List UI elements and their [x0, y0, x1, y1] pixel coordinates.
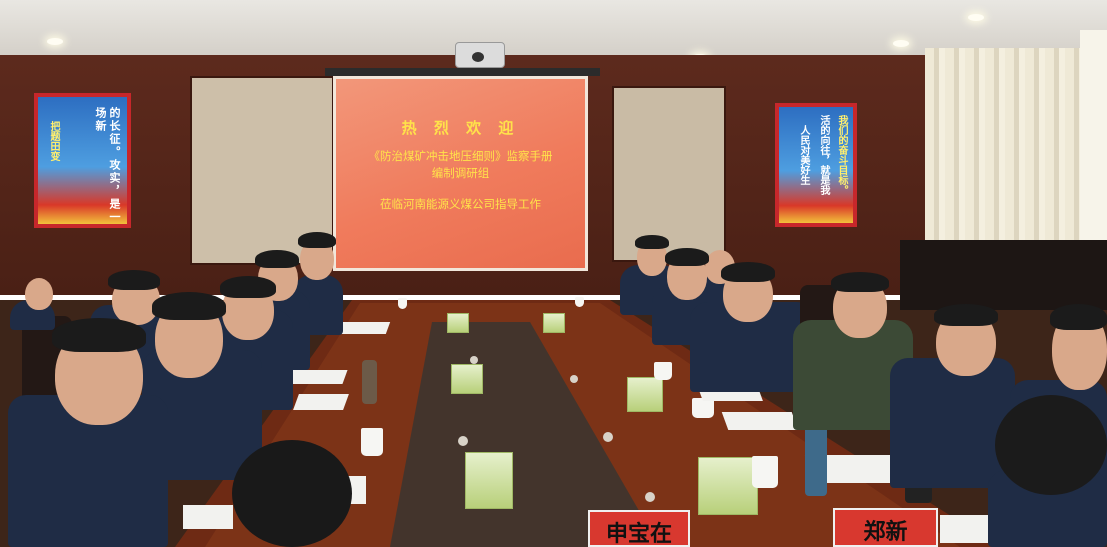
- screen-title-text: 《防治煤矿冲击地压细则》监察手册: [368, 149, 553, 163]
- nameplate: 申宝在: [588, 510, 690, 547]
- person-hair: [1050, 304, 1107, 330]
- tissue-box: [447, 313, 469, 333]
- poster-text: 把题田变: [48, 121, 59, 161]
- screen-visit-text: 莅临河南能源义煤公司指导工作: [380, 197, 541, 211]
- document: [721, 412, 799, 430]
- teacup: [752, 456, 778, 488]
- teacup: [361, 428, 383, 456]
- person-head: [25, 278, 53, 310]
- projection-screen: 热 烈 欢 迎 《防治煤矿冲击地压细则》监察手册 编制调研组 莅临河南能源义煤公…: [333, 76, 588, 271]
- foreground-person-head: [995, 395, 1107, 495]
- thermos-bottle: [362, 360, 377, 404]
- poster-text: 活的向往，就是我: [818, 115, 829, 195]
- teacup: [398, 298, 407, 309]
- person-suit: [890, 358, 1015, 488]
- person-hair: [721, 262, 775, 282]
- poster-text: 人民对美好生: [798, 125, 809, 185]
- foreground-person-head: [232, 440, 352, 547]
- projector-lens: [472, 52, 484, 62]
- tissue-box: [465, 452, 513, 509]
- wall-panel: [612, 86, 726, 262]
- document: [293, 394, 349, 410]
- table-outlet: [458, 436, 468, 446]
- nameplate: 郑新: [833, 508, 938, 547]
- document: [183, 505, 233, 529]
- table-outlet: [470, 356, 478, 364]
- teacup: [654, 362, 672, 380]
- right-poster: 我们的奋斗目标。 活的向往，就是我 人民对美好生: [775, 103, 857, 227]
- screen-housing: [325, 68, 600, 76]
- table-outlet: [645, 492, 655, 502]
- person-hair: [52, 318, 146, 352]
- ceiling-light: [893, 40, 909, 47]
- person-hair: [255, 250, 299, 268]
- person-hair: [298, 232, 336, 248]
- ceiling-light: [47, 38, 63, 45]
- screen-welcome-text: 热 烈 欢 迎: [401, 119, 520, 137]
- table-outlet: [570, 375, 578, 383]
- person-hair: [220, 276, 276, 298]
- teacup: [692, 398, 714, 418]
- person-hair: [108, 270, 160, 290]
- person-hair: [665, 248, 709, 266]
- document: [335, 322, 391, 334]
- tissue-box: [627, 377, 663, 412]
- person-hair: [635, 235, 669, 249]
- table-outlet: [603, 432, 613, 442]
- tissue-box: [543, 313, 565, 333]
- person-hair: [934, 304, 998, 326]
- water-bottle: [805, 416, 827, 496]
- chair-row: [900, 240, 1107, 310]
- ceiling-light: [968, 14, 984, 21]
- tissue-box: [451, 364, 483, 394]
- tissue-box: [698, 457, 758, 515]
- teacup: [575, 297, 584, 307]
- left-poster: 的长征。攻实，是一场新 把题田变: [34, 93, 131, 228]
- person-hair: [152, 292, 226, 320]
- person-hair: [831, 272, 889, 292]
- poster-text: 的长征。攻实，是一场新: [94, 107, 121, 224]
- poster-text: 我们的奋斗目标。: [836, 115, 847, 195]
- screen-subtitle-text: 编制调研组: [431, 166, 490, 180]
